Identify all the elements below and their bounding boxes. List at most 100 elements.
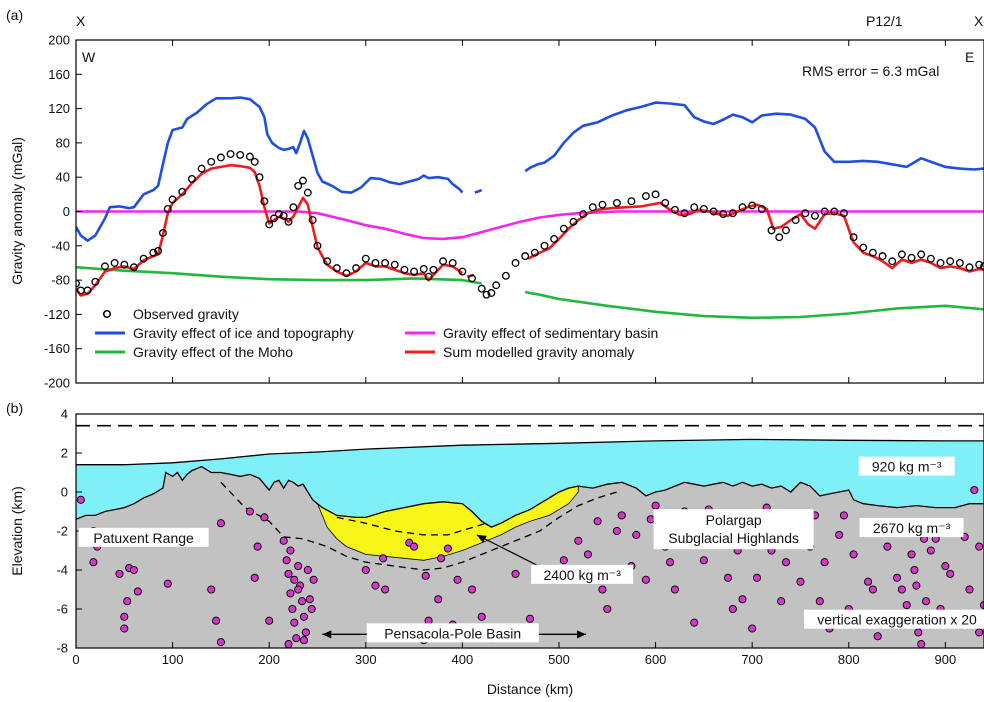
panel-a-label: (a)	[6, 7, 23, 23]
earthquake-point	[612, 526, 621, 536]
earthquake-point	[467, 585, 477, 594]
observed-gravity-point	[274, 210, 283, 219]
observed-gravity-point	[250, 157, 259, 166]
earthquake-point	[381, 585, 390, 594]
label-east: E	[965, 49, 974, 65]
panel-b-ytick-label: -2	[56, 524, 68, 539]
observed-gravity-point	[926, 254, 935, 263]
earthquake-point	[299, 636, 309, 645]
earthquake-point	[796, 577, 805, 586]
earthquake-point	[361, 565, 370, 575]
observed-gravity-point	[849, 233, 858, 242]
basin-arrow-left	[322, 630, 332, 639]
observed-gravity-point	[859, 243, 868, 252]
earthquake-point	[260, 513, 269, 522]
observed-gravity-point	[260, 197, 269, 206]
observed-gravity-point	[980, 262, 984, 271]
panel-a-ytick-label: -80	[51, 273, 70, 288]
legend-label: Gravity effect of sedimentary basin	[443, 325, 658, 341]
earthquake-point	[265, 616, 274, 625]
observed-gravity-point	[868, 248, 877, 257]
gravity-effect-of-sedimentary-basin-line	[76, 210, 984, 241]
earthquake-point	[777, 597, 786, 606]
rms-annotation: RMS error = 6.3 mGal	[802, 63, 939, 79]
earthquake-point	[76, 495, 85, 504]
observed-gravity-point	[651, 190, 660, 199]
earthquake-point	[970, 485, 979, 495]
earthquake-point	[120, 612, 129, 621]
earthquake-point	[424, 616, 433, 625]
observed-gravity-point	[757, 204, 766, 213]
observed-gravity-point	[811, 211, 819, 220]
earthquake-point	[752, 573, 762, 582]
observed-gravity-point	[680, 209, 689, 218]
earthquake-point	[284, 569, 293, 578]
earthquake-point	[294, 585, 303, 594]
observed-gravity-point	[289, 203, 298, 212]
panel-a-ytick-label: 120	[48, 101, 70, 116]
observed-gravity-point	[139, 254, 148, 263]
panel-b-xtick-label: 100	[162, 652, 184, 667]
observed-gravity-point	[178, 187, 187, 196]
earthquake-point	[286, 546, 295, 555]
observed-gravity-point	[888, 257, 897, 266]
earthquake-point	[690, 618, 699, 627]
polargap-label-line1: Polargap	[706, 512, 762, 528]
observed-gravity-point	[120, 260, 129, 269]
observed-gravity-point	[791, 216, 800, 225]
panel-a-ytick-label: 40	[56, 170, 70, 185]
observed-gravity-point	[400, 265, 409, 274]
earthquake-point	[965, 585, 974, 594]
observed-gravity-point	[661, 198, 670, 207]
observed-gravity-point	[839, 209, 848, 218]
panel-a-ylabel: Gravity anomaly (mGal)	[9, 137, 25, 285]
observed-gravity-point	[775, 233, 784, 242]
density-ice-label: 920 kg m⁻³	[872, 459, 942, 475]
ice-layer	[76, 439, 984, 528]
earthquake-point	[897, 585, 906, 594]
observed-gravity-point	[511, 259, 520, 267]
earthquake-point	[133, 587, 142, 596]
panel-a-ytick-label: -160	[44, 341, 70, 356]
earthquake-point	[477, 612, 486, 621]
observed-gravity-point	[332, 264, 341, 273]
observed-gravity-point	[699, 204, 708, 213]
panel-b-xtick-label: 300	[355, 652, 377, 667]
earthquake-point	[632, 530, 641, 539]
earthquake-point	[290, 575, 299, 584]
earthquake-point	[723, 573, 733, 582]
observed-gravity-point	[801, 209, 810, 218]
earthquake-point	[511, 569, 520, 578]
observed-gravity-point	[627, 197, 636, 206]
earthquake-point	[250, 573, 259, 582]
panel-b-xlabel: Distance (km)	[487, 681, 573, 697]
density-sed-label-box	[531, 564, 634, 584]
panel-b-ylabel: Elevation (km)	[9, 486, 25, 575]
earthquake-point	[979, 601, 984, 610]
earthquake-point	[839, 511, 848, 520]
earthquake-point	[253, 542, 262, 551]
earthquake-point	[115, 569, 124, 578]
observed-gravity-point	[897, 250, 906, 259]
observed-gravity-point	[728, 209, 737, 218]
observed-gravity-point	[612, 198, 621, 207]
earthquake-point	[123, 597, 132, 606]
earthquake-point	[914, 628, 923, 637]
observed-gravity-point	[830, 207, 839, 216]
pensacola-basin-label-box	[366, 623, 539, 643]
earthquake-point	[868, 585, 877, 594]
observed-gravity-point	[439, 257, 448, 266]
observed-gravity-point	[91, 277, 100, 286]
observed-gravity-point	[236, 150, 245, 159]
earthquake-point	[781, 558, 791, 567]
patuxent-range-label: Patuxent Range	[93, 530, 194, 546]
basin-arrow-right	[577, 630, 587, 639]
observed-gravity-point	[878, 252, 887, 261]
observed-gravity-point	[226, 150, 235, 158]
earthquake-point	[379, 554, 388, 563]
panel-a-plot	[76, 96, 984, 320]
observed-gravity-point	[390, 260, 399, 269]
gravity-effect-of-the-moho-line	[524, 290, 984, 320]
earthquake-point	[307, 604, 316, 614]
earthquake-point	[907, 550, 916, 559]
